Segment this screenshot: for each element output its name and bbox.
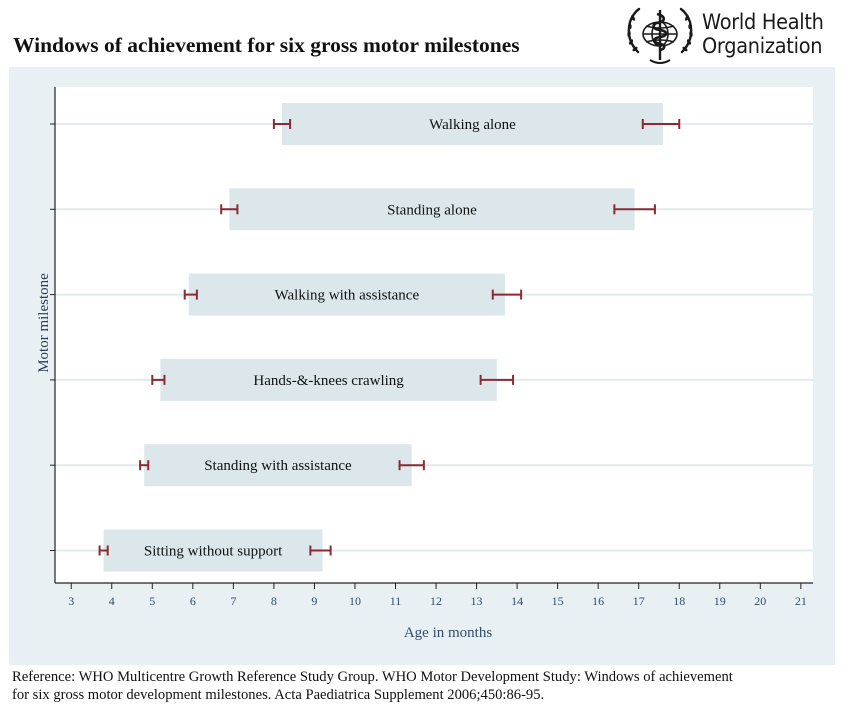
milestone-label: Standing with assistance [204, 458, 352, 474]
x-tick-label: 8 [271, 594, 277, 608]
x-tick-label: 10 [349, 594, 361, 608]
x-tick-label: 19 [714, 594, 726, 608]
x-tick-label: 4 [109, 594, 115, 608]
x-tick-label: 9 [311, 594, 317, 608]
x-tick-label: 12 [430, 594, 442, 608]
who-wordmark: World Health Organization [702, 10, 824, 58]
reference-line-1: Reference: WHO Multicentre Growth Refere… [12, 669, 733, 685]
milestone-label: Sitting without support [144, 544, 283, 560]
x-axis-title: Age in months [404, 625, 492, 641]
milestone-label: Standing alone [387, 202, 477, 218]
window-bar [103, 529, 323, 572]
x-tick-label: 21 [795, 594, 807, 608]
reference-line-2: for six gross motor development mileston… [12, 687, 545, 703]
window-bar [144, 444, 412, 487]
who-emblem-icon [627, 7, 693, 64]
x-tick-label: 3 [68, 594, 74, 608]
milestone-label: Walking alone [429, 117, 516, 133]
milestone-chart: Walking alone Standing alone Walking with … [36, 87, 813, 641]
chart-title: Windows of achievement for six gross mot… [13, 33, 520, 57]
x-tick-label: 5 [149, 594, 155, 608]
x-tick-label: 17 [633, 594, 645, 608]
window-bar [281, 103, 664, 145]
window-bar [188, 273, 505, 316]
x-tick-label: 20 [754, 594, 766, 608]
x-tick-label: 7 [230, 594, 236, 608]
chart-panel: Walking alone Standing alone Walking with … [9, 67, 835, 665]
reference-footer: Reference: WHO Multicentre Growth Refere… [12, 668, 842, 704]
x-tick-label: 11 [390, 594, 402, 608]
x-tick-label: 14 [511, 594, 523, 608]
x-tick-label: 13 [471, 594, 483, 608]
x-tick-label: 15 [552, 594, 564, 608]
milestone-label: Hands-&-knees crawling [253, 373, 404, 389]
milestone-label: Walking with assistance [275, 288, 420, 304]
window-bar [229, 188, 635, 231]
x-tick-label: 6 [190, 594, 196, 608]
x-tick-label: 18 [673, 594, 685, 608]
who-wordmark-line1: World Health [702, 10, 824, 34]
plot-area [55, 87, 813, 583]
window-bar [160, 358, 497, 401]
who-logo: World Health Organization [624, 4, 838, 70]
who-wordmark-line2: Organization [702, 34, 823, 58]
y-axis-title: Motor milestone [36, 273, 52, 373]
x-tick-label: 16 [592, 594, 604, 608]
